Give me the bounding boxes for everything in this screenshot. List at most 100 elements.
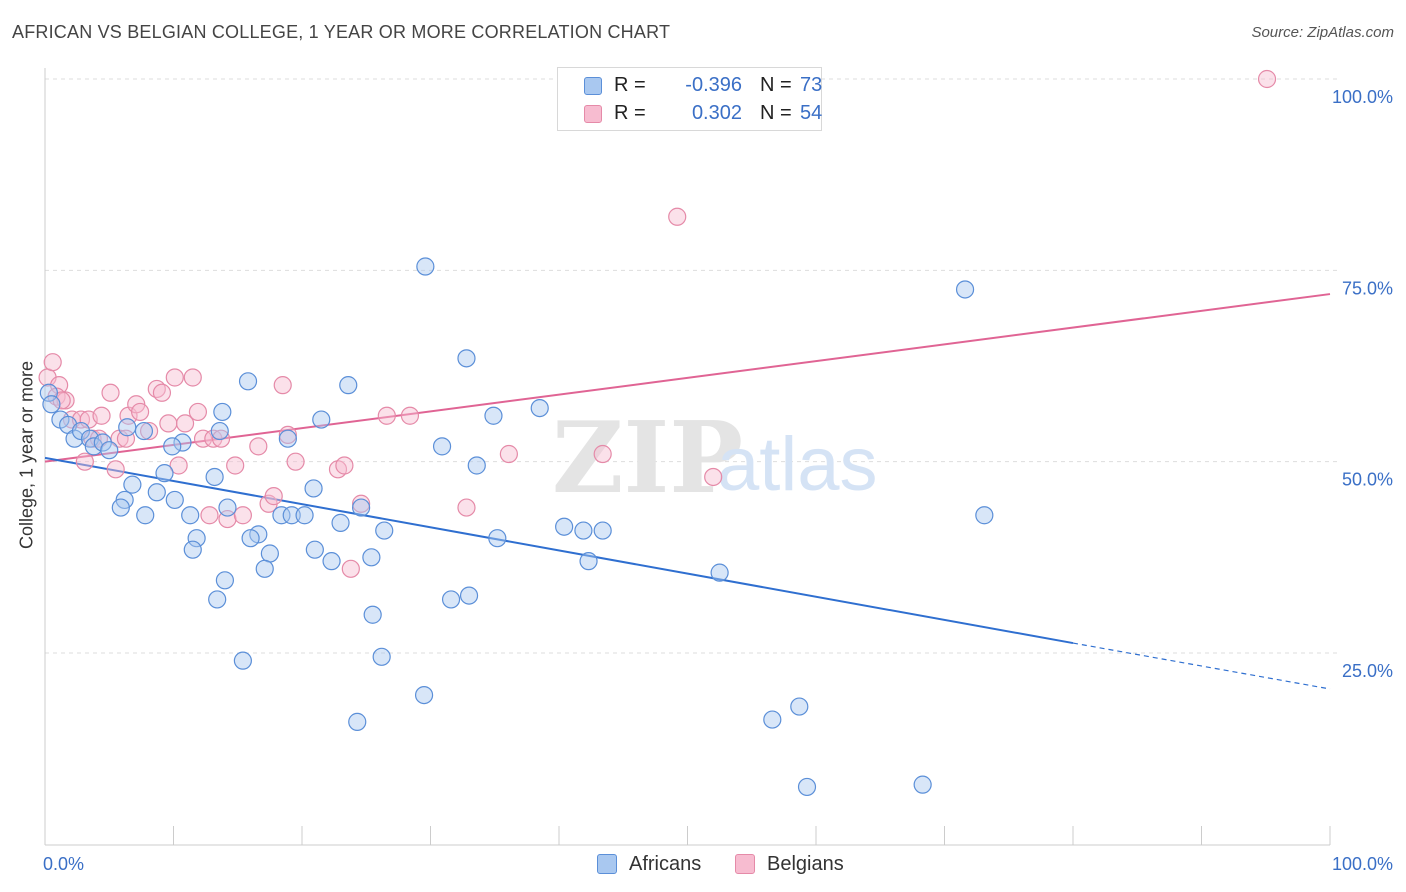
africans-point bbox=[312, 410, 331, 429]
africans-point bbox=[260, 544, 279, 563]
africans-point bbox=[955, 280, 975, 299]
belgians-point bbox=[152, 383, 172, 402]
africans-point bbox=[457, 349, 476, 368]
africans-point bbox=[255, 559, 274, 578]
africans-r-label: R = bbox=[614, 74, 646, 96]
belgians-point bbox=[175, 414, 195, 433]
belgians-n-value: 54 bbox=[800, 102, 823, 124]
africans-point bbox=[305, 540, 324, 559]
africans-point bbox=[282, 506, 301, 525]
belgians-point bbox=[264, 487, 283, 506]
belgians-point bbox=[43, 353, 62, 372]
belgians-point bbox=[92, 406, 111, 425]
africans-point bbox=[363, 605, 382, 624]
africans-point bbox=[331, 513, 350, 532]
tick-labels: 25.0% 50.0% 75.0% 100.0% 0.0% 100.0% bbox=[43, 87, 1393, 874]
belgians-legend-swatch bbox=[735, 854, 755, 874]
africans-n-label: N = bbox=[760, 74, 792, 96]
y-tick-label-25: 25.0% bbox=[1342, 661, 1393, 681]
belgians-r-label: R = bbox=[614, 102, 646, 124]
africans-point bbox=[488, 529, 507, 548]
belgians-point bbox=[335, 456, 354, 475]
africans-point bbox=[181, 506, 200, 525]
africans-point bbox=[432, 437, 452, 456]
africans-point bbox=[218, 498, 237, 517]
belgians-point bbox=[169, 456, 188, 475]
belgians-point bbox=[159, 414, 178, 433]
belgians-point bbox=[101, 383, 120, 402]
belgians-point bbox=[130, 402, 150, 422]
africans-point bbox=[100, 441, 119, 460]
africans-point bbox=[123, 475, 142, 494]
africans-point bbox=[210, 421, 229, 441]
africans-points bbox=[39, 257, 994, 797]
africans-point bbox=[348, 712, 367, 731]
africans-point bbox=[278, 429, 297, 448]
africans-point bbox=[416, 257, 435, 276]
africans-point bbox=[579, 552, 598, 571]
belgians-point bbox=[273, 376, 292, 395]
trend-lines bbox=[44, 293, 1331, 690]
africans-point bbox=[593, 521, 612, 540]
africans-trend-line bbox=[44, 456, 1074, 645]
belgians-point bbox=[116, 429, 136, 448]
africans-point bbox=[155, 464, 174, 483]
africans-point bbox=[484, 406, 503, 425]
belgians-point bbox=[50, 376, 69, 395]
x-tick-label-0: 0.0% bbox=[43, 854, 84, 874]
belgians-point bbox=[499, 444, 518, 464]
belgians-point bbox=[286, 452, 305, 471]
africans-point bbox=[339, 376, 358, 395]
africans-point bbox=[111, 498, 130, 517]
watermark-atlas: atlas bbox=[717, 422, 878, 507]
belgians-point bbox=[139, 421, 159, 441]
africans-point bbox=[352, 498, 371, 517]
africans-point bbox=[134, 421, 154, 441]
africans-point bbox=[173, 433, 192, 452]
africans-point bbox=[238, 372, 258, 391]
belgians-point bbox=[1257, 69, 1277, 89]
belgians-point bbox=[56, 391, 75, 410]
belgians-swatch bbox=[584, 105, 602, 123]
africans-point bbox=[233, 651, 252, 670]
belgians-point bbox=[183, 368, 202, 387]
africans-point bbox=[39, 383, 58, 402]
africans-point bbox=[183, 540, 202, 559]
africans-legend-label: Africans bbox=[629, 853, 702, 875]
africans-point bbox=[790, 697, 809, 716]
belgians-point bbox=[75, 452, 94, 471]
africans-point bbox=[241, 529, 260, 548]
africans-point bbox=[467, 456, 486, 475]
africans-r-value: -0.396 bbox=[685, 74, 742, 96]
x-tick-label-100: 100.0% bbox=[1332, 854, 1393, 874]
belgians-point bbox=[457, 498, 476, 517]
stats-legend: R = -0.396 N = 73 R = 0.302 N = 54 bbox=[557, 67, 822, 131]
africans-swatch bbox=[584, 77, 602, 95]
belgians-legend-label: Belgians bbox=[767, 853, 844, 875]
belgians-point bbox=[106, 460, 125, 479]
africans-point bbox=[272, 506, 291, 525]
belgians-point bbox=[278, 425, 297, 444]
africans-point bbox=[304, 479, 323, 498]
belgians-point bbox=[226, 456, 245, 475]
belgians-point bbox=[211, 429, 231, 448]
belgians-point bbox=[193, 429, 213, 448]
africans-point bbox=[42, 395, 61, 414]
belgians-trend-line bbox=[44, 293, 1331, 463]
y-tick-label-50: 50.0% bbox=[1342, 470, 1393, 490]
africans-point bbox=[136, 506, 155, 525]
africans-point bbox=[710, 563, 729, 582]
source-credit: Source: ZipAtlas.com bbox=[1251, 24, 1394, 41]
africans-point bbox=[295, 506, 314, 525]
africans-legend-swatch bbox=[597, 854, 617, 874]
belgians-point bbox=[341, 559, 360, 578]
africans-point bbox=[118, 418, 137, 437]
belgians-point bbox=[593, 444, 612, 464]
africans-point bbox=[165, 490, 184, 510]
africans-point bbox=[459, 586, 479, 605]
belgians-points bbox=[38, 69, 1277, 578]
watermark-zip: ZIP bbox=[552, 401, 743, 516]
africans-n-value: 73 bbox=[800, 74, 823, 96]
africans-trend-extension bbox=[1072, 642, 1331, 690]
